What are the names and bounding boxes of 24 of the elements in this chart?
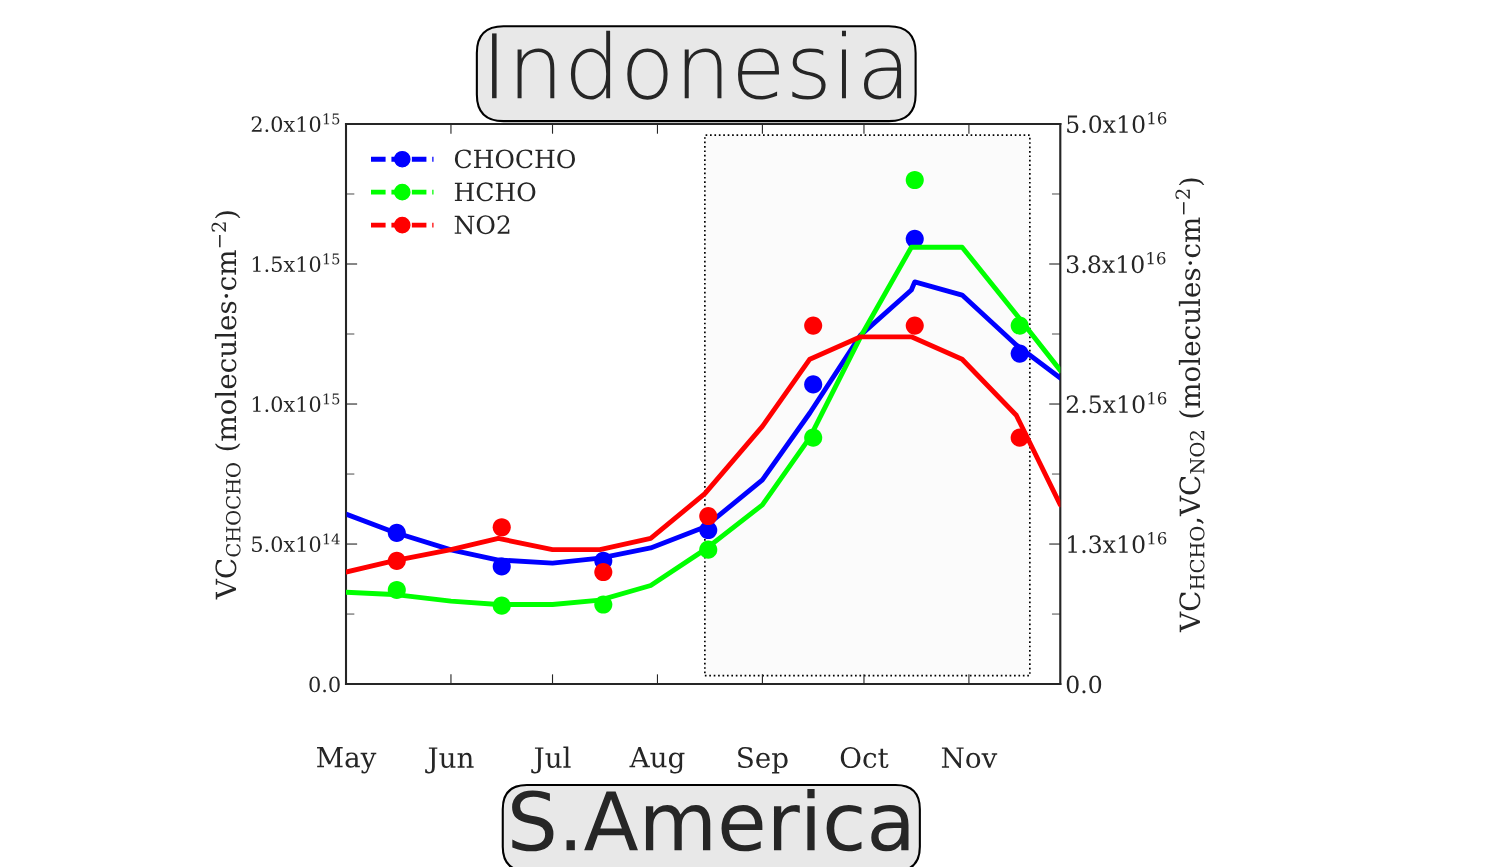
- x-tick-label: Jul: [531, 746, 571, 774]
- x-tick-label: May: [317, 747, 377, 774]
- y-axis-title: VC$_{CHOCHO}$ (molecules·cm$^{−2}$): [211, 211, 241, 600]
- x-tick-label: Oct: [840, 747, 889, 769]
- y-tick-label: 0.0: [309, 676, 340, 693]
- y2-tick-label: 3.8x10$^{16}$: [1066, 251, 1166, 274]
- y-tick-label: 1.5x10$^{15}$: [252, 253, 340, 273]
- y2-tick-label: 2.5x10$^{16}$: [1066, 391, 1167, 414]
- legend-label: CHOCHO: [454, 149, 575, 169]
- x-tick-label: Jun: [425, 747, 474, 774]
- legend-label: HCHO: [454, 182, 536, 202]
- y2-tick-label: 5.0x10$^{16}$: [1067, 111, 1167, 134]
- x-tick-label: Sep: [738, 747, 788, 774]
- y2-tick-label: 1.3x10$^{16}$: [1068, 532, 1167, 554]
- y2-axis-title: VC$_{HCHO}$,VC$_{NO2}$ (molecules·cm$^{−2}$): [1175, 178, 1205, 633]
- chart-title: Indonesia: [492, 30, 902, 100]
- y-tick-label: 2.0x10$^{15}$: [251, 113, 340, 133]
- text: S.America: [512, 789, 909, 852]
- y2-tick-label: 0.0: [1066, 675, 1102, 694]
- x-tick-label: Nov: [941, 747, 998, 769]
- legend-label: NO2: [454, 215, 510, 235]
- x-tick-label: Aug: [629, 747, 685, 774]
- y-tick-label: 5.0x10$^{14}$: [252, 533, 340, 553]
- y-tick-label: 1.0x10$^{15}$: [252, 393, 340, 413]
